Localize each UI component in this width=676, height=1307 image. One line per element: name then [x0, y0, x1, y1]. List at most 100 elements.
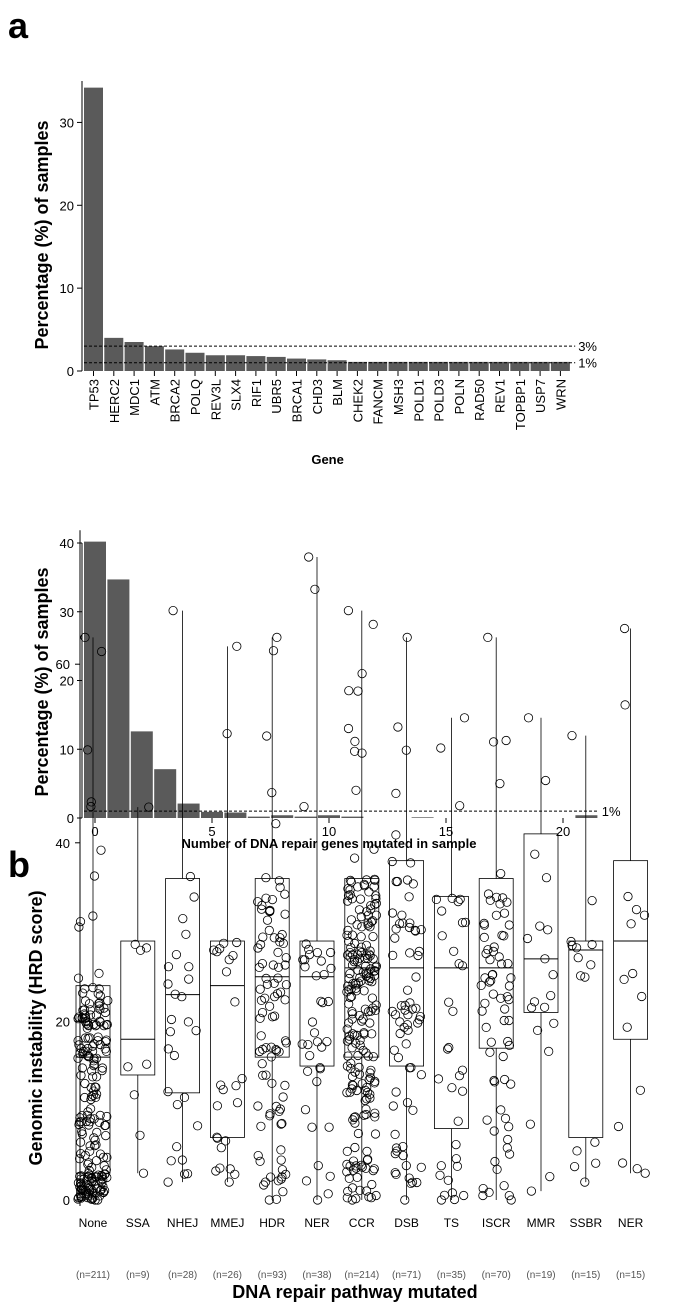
x-tick-label: MDC1 [127, 379, 142, 416]
data-point [344, 1031, 354, 1041]
data-point [275, 1104, 285, 1114]
data-point [307, 1122, 317, 1132]
data-point [262, 731, 272, 741]
data-point [457, 1086, 468, 1096]
data-point [433, 1074, 444, 1084]
data-point [619, 623, 630, 634]
data-point [80, 1033, 91, 1043]
data-point [255, 939, 266, 950]
y-tick-label: 0 [63, 1193, 70, 1208]
data-point [532, 1025, 543, 1036]
data-point [572, 1146, 582, 1156]
data-point [85, 1114, 96, 1124]
data-point [352, 956, 362, 967]
sample-count-label: (n=28) [168, 1270, 197, 1281]
data-point [368, 931, 378, 942]
data-point [351, 1163, 361, 1173]
data-point [431, 894, 441, 905]
data-point [144, 802, 154, 812]
data-point [257, 958, 267, 969]
data-point [405, 998, 415, 1008]
data-point [352, 1172, 362, 1183]
data-point [367, 1179, 377, 1190]
data-point [218, 1085, 228, 1095]
data-point [232, 1098, 243, 1108]
data-point [325, 1171, 335, 1181]
data-point [280, 960, 290, 970]
y-tick-label: 10 [60, 742, 74, 757]
category-label: MMR [527, 1216, 556, 1230]
reference-line-label: 1% [578, 356, 597, 371]
data-point [253, 897, 263, 907]
box [389, 860, 425, 1067]
data-point [410, 926, 421, 936]
x-tick-label: POLQ [188, 379, 203, 415]
data-point [359, 1110, 369, 1120]
data-point [355, 1035, 365, 1045]
bar [347, 361, 367, 371]
data-point [443, 1175, 453, 1185]
data-point [212, 1101, 222, 1111]
data-point [361, 940, 371, 950]
data-point [171, 949, 181, 960]
data-point [506, 973, 516, 983]
y-tick-label: 10 [60, 281, 74, 296]
bar [124, 342, 144, 371]
data-point [499, 1074, 510, 1085]
data-point [89, 871, 100, 881]
data-point [261, 873, 271, 883]
data-point [274, 876, 284, 886]
data-point [253, 943, 263, 953]
data-point [506, 1079, 516, 1089]
data-point [580, 972, 590, 982]
data-point [504, 994, 514, 1005]
data-point [87, 1194, 97, 1205]
data-point [221, 1136, 231, 1146]
data-point [370, 1112, 380, 1122]
data-point [304, 949, 315, 960]
data-point [459, 713, 470, 723]
data-point [281, 1038, 291, 1048]
data-point [442, 1044, 453, 1054]
data-point [237, 1074, 247, 1084]
data-point [76, 1171, 86, 1181]
sample-count-label: (n=211) [76, 1270, 110, 1281]
x-tick-label: HERC2 [107, 379, 122, 423]
data-point [437, 931, 447, 941]
bar [201, 811, 223, 818]
x-tick-label: CHEK2 [350, 379, 365, 422]
bar [224, 812, 247, 818]
data-point [362, 1094, 372, 1104]
data-point [500, 1113, 511, 1124]
data-point [256, 1121, 266, 1131]
data-point [307, 1017, 318, 1027]
data-point [586, 960, 596, 970]
data-point [457, 1065, 468, 1075]
data-point [274, 1047, 284, 1057]
data-point [264, 906, 275, 916]
data-point [342, 1146, 352, 1157]
data-point [76, 1117, 86, 1127]
x-tick-label: BRCA1 [290, 379, 305, 422]
data-point [277, 929, 287, 940]
data-point [503, 1036, 513, 1047]
data-point [485, 1047, 495, 1057]
data-point [280, 1036, 291, 1046]
data-point [370, 1129, 381, 1139]
data-point [389, 1045, 399, 1055]
data-point [349, 1112, 359, 1123]
data-point [323, 1189, 333, 1199]
data-point [365, 951, 375, 961]
data-point [185, 871, 195, 882]
data-point [258, 932, 268, 942]
data-point [90, 1059, 100, 1069]
data-point [91, 1053, 102, 1063]
y-tick-label: 20 [60, 198, 74, 213]
data-point [414, 946, 424, 957]
box [523, 833, 559, 1013]
x-axis-title: DNA repair pathway mutated [232, 1282, 477, 1302]
category-label: ISCR [482, 1216, 511, 1230]
data-point [530, 849, 540, 859]
data-point [587, 939, 597, 950]
data-point [347, 894, 357, 904]
